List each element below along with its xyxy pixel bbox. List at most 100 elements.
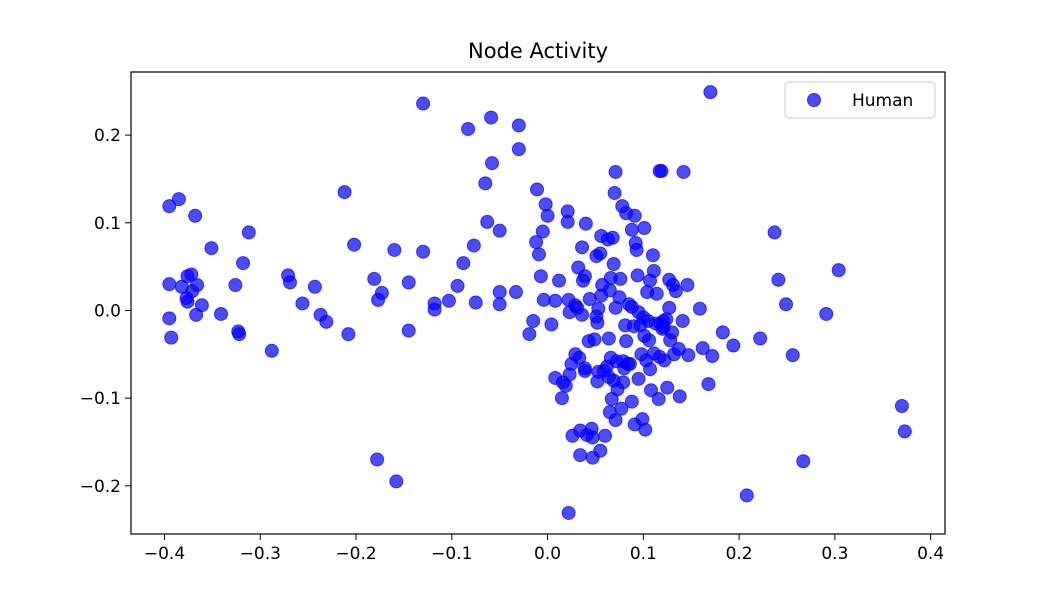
data-point [194, 298, 209, 313]
x-tick-label: −0.3 [240, 544, 281, 564]
data-point [630, 268, 645, 283]
data-point [585, 430, 600, 445]
data-point [578, 216, 593, 231]
data-point [643, 362, 658, 377]
data-point [645, 248, 660, 263]
data-point [608, 164, 623, 179]
data-point [572, 350, 587, 365]
data-point [680, 278, 695, 293]
data-point [180, 269, 195, 284]
data-point [676, 164, 691, 179]
data-point [180, 294, 195, 309]
data-point [171, 192, 186, 207]
y-tick-label: −0.1 [80, 389, 121, 409]
data-point [627, 208, 642, 223]
data-point [577, 269, 592, 284]
data-point [319, 314, 334, 329]
x-axis: −0.4 −0.3 −0.2 −0.1 0.0 0.1 0.2 0.3 0.4 [144, 534, 944, 564]
data-point [616, 375, 631, 390]
data-point [819, 306, 834, 321]
data-point [590, 315, 605, 330]
data-point [785, 348, 800, 363]
data-point [638, 422, 653, 437]
data-point [701, 377, 716, 392]
data-point [511, 118, 526, 133]
data-point [573, 448, 588, 463]
data-point [577, 363, 592, 378]
legend: Human [784, 81, 936, 119]
data-point [624, 222, 639, 237]
data-points [162, 85, 912, 520]
data-point [427, 302, 442, 317]
data-point [162, 277, 177, 292]
data-point [703, 85, 718, 100]
data-point [214, 306, 229, 321]
data-point [715, 325, 730, 340]
data-point [337, 185, 352, 200]
data-point [508, 285, 523, 300]
x-tick-label: −0.1 [431, 544, 472, 564]
data-point [662, 300, 677, 315]
x-tick-label: 0.4 [917, 544, 944, 564]
data-point [347, 237, 362, 252]
y-tick-label: 0.1 [94, 214, 121, 234]
data-point [531, 247, 546, 262]
data-point [162, 199, 177, 214]
data-point [561, 505, 576, 520]
data-point [692, 301, 707, 316]
data-point [387, 242, 402, 257]
data-point [637, 221, 652, 236]
data-point [164, 330, 179, 345]
legend-frame [784, 81, 936, 119]
data-point [461, 121, 476, 136]
data-point [796, 454, 811, 469]
data-point [598, 428, 613, 443]
data-point [548, 293, 563, 308]
data-point [651, 391, 666, 406]
data-point [492, 285, 507, 300]
data-point [162, 311, 177, 326]
data-point [456, 256, 471, 271]
data-point [587, 332, 602, 347]
data-point [593, 246, 608, 261]
data-point [389, 474, 404, 489]
data-point [492, 223, 507, 238]
data-point [485, 156, 500, 171]
data-point [341, 327, 356, 342]
data-point [374, 285, 389, 300]
data-point [554, 391, 569, 406]
data-point [307, 279, 322, 294]
x-tick-label: −0.2 [335, 544, 376, 564]
data-point [416, 244, 431, 259]
data-point [478, 176, 493, 191]
data-point [591, 301, 606, 316]
data-point [401, 323, 416, 338]
data-point [228, 278, 243, 293]
data-point [232, 327, 247, 342]
data-point [522, 327, 537, 342]
data-point [672, 389, 687, 404]
data-point [767, 225, 782, 240]
data-point [526, 313, 541, 328]
data-point [642, 333, 657, 348]
data-point [535, 224, 550, 239]
data-point [466, 238, 481, 253]
data-point [601, 331, 616, 346]
x-tick-label: 0.1 [630, 544, 657, 564]
data-point [779, 297, 794, 312]
data-point [416, 96, 431, 111]
data-point [450, 278, 465, 293]
data-point [480, 214, 495, 229]
data-point [441, 293, 456, 308]
data-point [367, 271, 382, 286]
data-point [654, 164, 669, 179]
plot-area-frame [130, 71, 946, 535]
data-point [606, 256, 621, 271]
data-point [644, 383, 658, 398]
data-point [533, 269, 548, 284]
data-point [560, 214, 575, 229]
data-point [204, 241, 219, 256]
data-point [649, 286, 664, 301]
data-point [540, 208, 555, 223]
data-point [236, 256, 251, 271]
